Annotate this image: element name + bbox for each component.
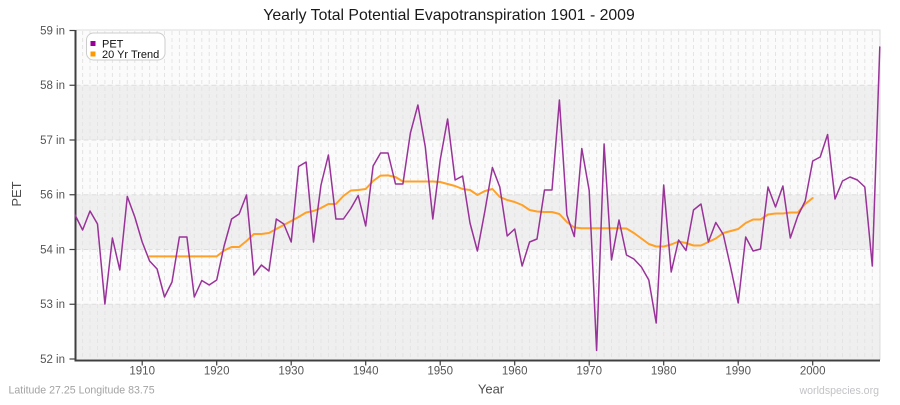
svg-text:1990: 1990: [725, 366, 751, 378]
svg-text:56 in: 56 in: [40, 190, 65, 202]
svg-text:Yearly Total Potential Evapotr: Yearly Total Potential Evapotranspiratio…: [263, 7, 635, 24]
svg-text:1950: 1950: [427, 366, 453, 378]
svg-text:PET: PET: [9, 181, 24, 206]
svg-text:57 in: 57 in: [40, 135, 65, 147]
svg-text:1970: 1970: [576, 366, 602, 378]
svg-text:20 Yr Trend: 20 Yr Trend: [102, 49, 159, 61]
svg-text:Year: Year: [478, 382, 505, 397]
svg-text:1960: 1960: [502, 366, 528, 378]
svg-text:54 in: 54 in: [40, 244, 65, 256]
svg-text:53 in: 53 in: [40, 299, 65, 311]
svg-text:Latitude 27.25 Longitude 83.75: Latitude 27.25 Longitude 83.75: [9, 385, 155, 397]
svg-text:1930: 1930: [278, 366, 304, 378]
svg-text:1920: 1920: [204, 366, 230, 378]
svg-text:52 in: 52 in: [40, 354, 65, 366]
svg-text:2000: 2000: [800, 366, 826, 378]
svg-text:1980: 1980: [651, 366, 677, 378]
svg-text:PET: PET: [102, 39, 124, 51]
svg-text:1940: 1940: [353, 366, 379, 378]
svg-text:worldspecies.org: worldspecies.org: [799, 385, 880, 397]
svg-text:1910: 1910: [129, 366, 155, 378]
svg-text:58 in: 58 in: [40, 80, 65, 92]
svg-text:59 in: 59 in: [40, 25, 65, 37]
